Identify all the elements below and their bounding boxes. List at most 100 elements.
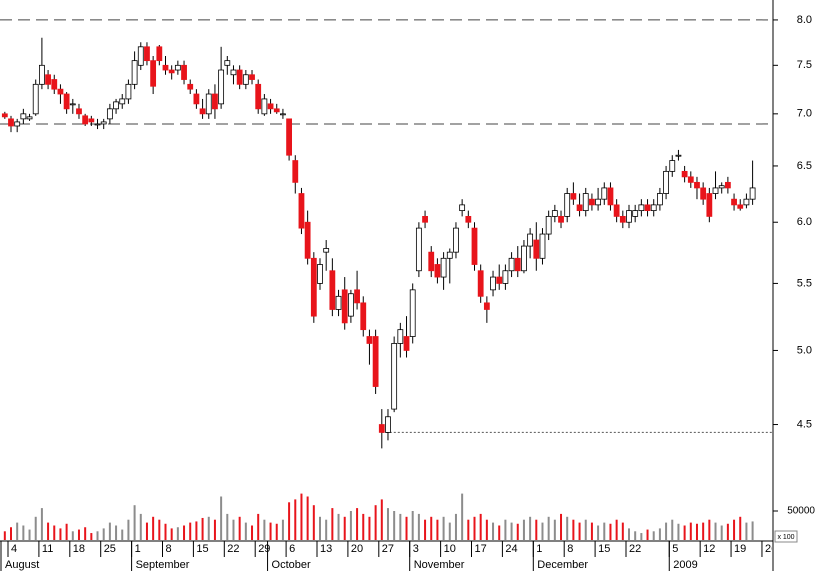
volume-bar bbox=[294, 499, 297, 540]
candle-body bbox=[360, 302, 367, 331]
x-tick-label: 3 bbox=[413, 543, 419, 555]
volume-bar bbox=[77, 529, 80, 540]
candle-body bbox=[514, 257, 521, 272]
volume-bar bbox=[399, 513, 402, 540]
candle-body bbox=[131, 60, 138, 85]
volume-bar bbox=[695, 523, 698, 540]
volume-bar bbox=[133, 505, 136, 540]
volume-bar bbox=[628, 528, 630, 540]
volume-bar bbox=[386, 508, 389, 540]
x-tick-label: 29 bbox=[258, 543, 270, 555]
volume-bar bbox=[733, 519, 736, 540]
volume-bar bbox=[319, 516, 321, 540]
volume-bar bbox=[689, 522, 692, 540]
y-tick-label: 5.0 bbox=[797, 344, 812, 356]
candle-body bbox=[224, 60, 231, 66]
volume-bar bbox=[102, 528, 105, 540]
volume-bar bbox=[430, 516, 433, 540]
candle-body bbox=[502, 270, 509, 284]
candle-body bbox=[137, 46, 144, 66]
volume-bar bbox=[677, 523, 680, 540]
candle-body bbox=[527, 233, 534, 247]
volume-bar bbox=[702, 522, 705, 540]
volume-bar bbox=[28, 529, 31, 540]
month-label: October bbox=[272, 559, 311, 571]
candle-body bbox=[626, 210, 632, 223]
volume-bar bbox=[207, 516, 210, 540]
candle-body bbox=[310, 257, 317, 317]
x-tick-label: 13 bbox=[320, 543, 332, 555]
candle-body bbox=[292, 160, 299, 183]
candle-body bbox=[267, 103, 274, 110]
volume-bar bbox=[269, 522, 272, 540]
volume-bar bbox=[65, 523, 68, 540]
volume-bar bbox=[454, 513, 457, 540]
candle-body bbox=[601, 187, 608, 200]
candle-body bbox=[94, 123, 101, 126]
volume-bar bbox=[16, 522, 19, 540]
volume-bar bbox=[566, 516, 569, 540]
month-label: December bbox=[537, 559, 588, 571]
candle-body bbox=[595, 198, 601, 206]
volume-bar bbox=[504, 519, 507, 540]
candle-body bbox=[187, 83, 194, 90]
volume-bar bbox=[529, 516, 532, 540]
candle-body bbox=[1, 113, 8, 118]
x-tick-label: 6 bbox=[289, 543, 295, 555]
month-label: September bbox=[136, 559, 190, 571]
candle-body bbox=[317, 264, 323, 284]
candle-body bbox=[347, 293, 354, 317]
candle-body bbox=[14, 121, 21, 127]
volume-bar bbox=[251, 525, 254, 540]
candle-body bbox=[69, 103, 76, 106]
volume-bar bbox=[195, 521, 198, 540]
candle-body bbox=[230, 69, 237, 76]
x-tick-label: 24 bbox=[505, 543, 517, 555]
candle-body bbox=[521, 245, 527, 272]
candle-body bbox=[199, 108, 206, 115]
volume-bar bbox=[473, 516, 476, 540]
plot-area: 4 11 18 25 1 8 15 22 29 6 13 20 27 3 10 17 24 1 8 15 22 5 12 19… bbox=[0, 19, 772, 571]
volume-bar bbox=[671, 519, 674, 540]
candle-body bbox=[193, 93, 200, 105]
candle-body bbox=[32, 83, 39, 115]
candle-body bbox=[607, 187, 614, 206]
candle-body bbox=[718, 185, 725, 189]
volume-bar bbox=[553, 519, 556, 540]
volume-bar bbox=[578, 522, 581, 540]
volume-unit: x 100 bbox=[777, 534, 794, 541]
candle-body bbox=[63, 93, 70, 110]
volume-bar bbox=[368, 516, 371, 540]
candle-body bbox=[687, 176, 694, 183]
x-tick-label: 25 bbox=[104, 543, 116, 555]
candle-body bbox=[88, 118, 95, 123]
candle-body bbox=[619, 215, 626, 223]
candle-body bbox=[644, 204, 651, 212]
volume-bar bbox=[436, 519, 439, 540]
candle-body bbox=[712, 187, 719, 194]
y-tick-label: 6.0 bbox=[797, 216, 812, 228]
volume-bar bbox=[708, 519, 711, 540]
candle-body bbox=[582, 193, 589, 212]
candle-body bbox=[100, 121, 107, 125]
volume-bar bbox=[108, 522, 111, 540]
volume-bar bbox=[213, 519, 216, 540]
candle-body bbox=[508, 257, 515, 272]
candle-body bbox=[650, 204, 657, 212]
volume-bar bbox=[183, 525, 186, 540]
candle-body bbox=[366, 336, 373, 344]
candle-body bbox=[632, 210, 639, 217]
candle-body bbox=[471, 227, 478, 265]
volume-bar bbox=[572, 519, 575, 540]
y-tick-label: 5.5 bbox=[797, 277, 812, 289]
volume-bar bbox=[158, 519, 161, 540]
volume-bar bbox=[84, 527, 87, 540]
candle-body bbox=[391, 343, 398, 410]
x-tick-label: 1 bbox=[135, 543, 141, 555]
volume-bar bbox=[127, 519, 130, 540]
candle-body bbox=[551, 210, 558, 217]
volume-bar bbox=[71, 531, 74, 540]
candle-body bbox=[57, 88, 64, 95]
candle-body bbox=[329, 270, 336, 310]
candle-body bbox=[743, 198, 750, 206]
